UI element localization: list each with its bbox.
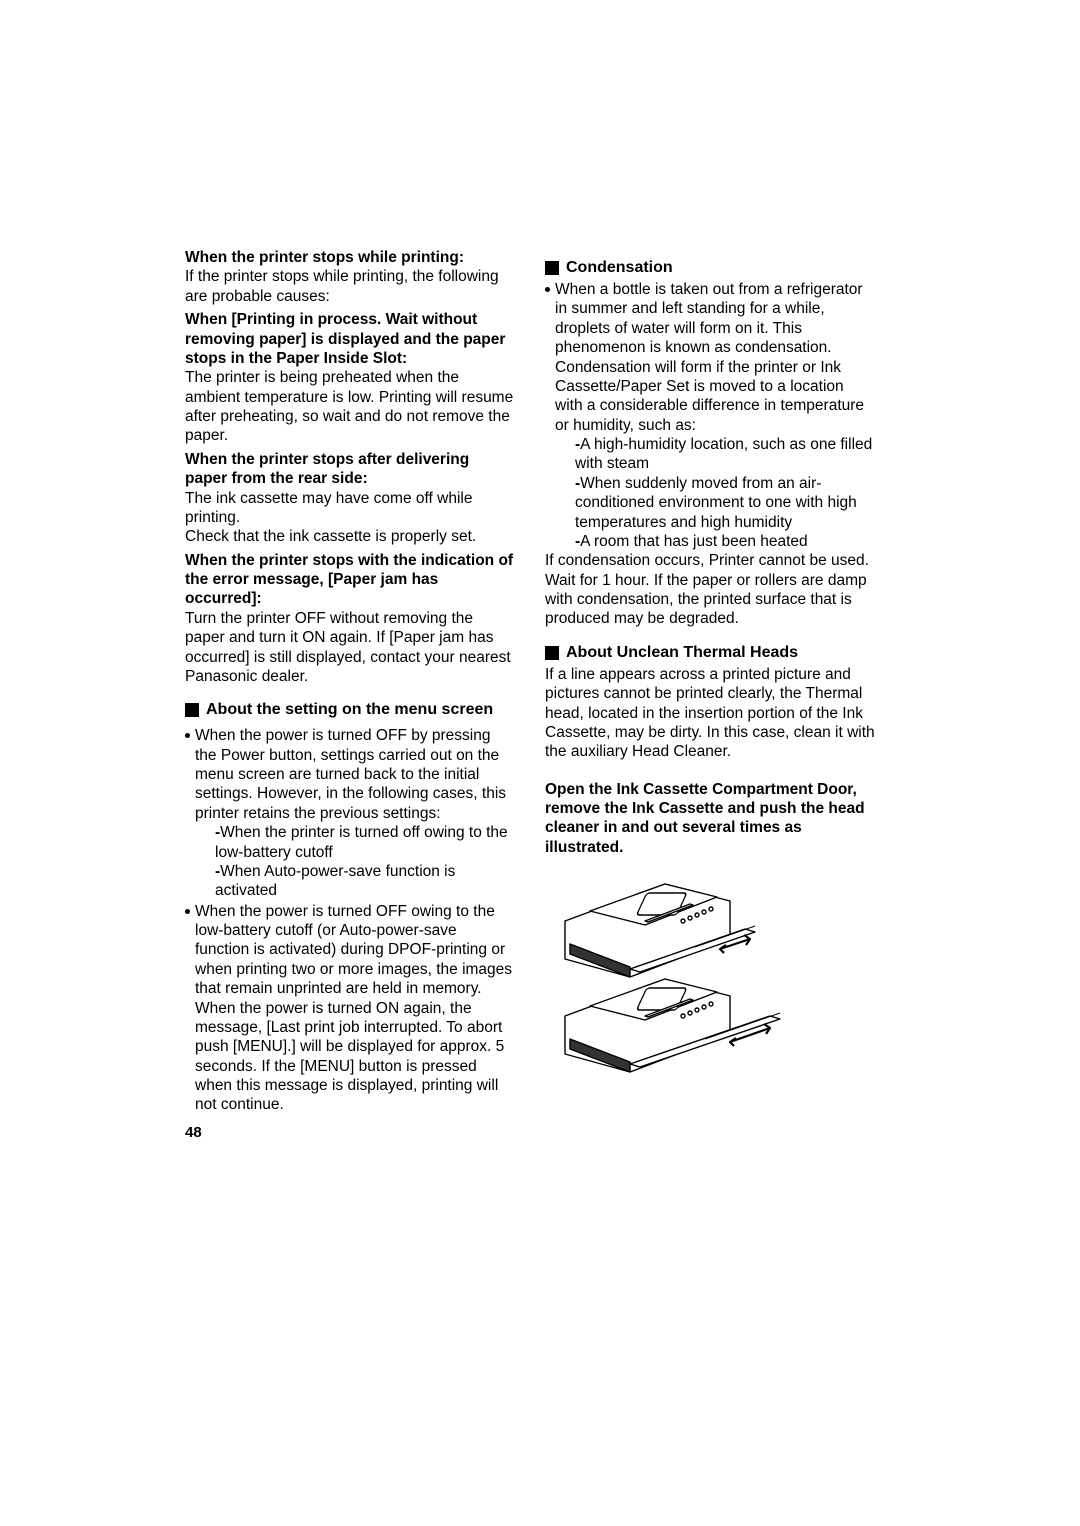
body-text: The ink cassette may have come off while… — [185, 489, 515, 528]
bullet-item: When the power is turned OFF owing to th… — [185, 902, 515, 1115]
bullet-dot-icon — [185, 733, 190, 738]
para-block: When [Printing in process. Wait without … — [185, 310, 515, 446]
section-heading-thermal: About Unclean Thermal Heads — [545, 643, 875, 663]
heading-text: About Unclean Thermal Heads — [566, 643, 798, 663]
body-text: If a line appears across a printed pictu… — [545, 665, 875, 762]
square-bullet-icon — [185, 703, 199, 717]
body-text: Turn the printer OFF without removing th… — [185, 609, 515, 687]
sub-text: When suddenly moved from an air-conditio… — [575, 475, 857, 531]
para-block: When the printer stops with the indicati… — [185, 551, 515, 687]
sub-text: A high-humidity location, such as one fi… — [575, 436, 872, 472]
bullet-text: When the power is turned OFF by pressing… — [195, 726, 515, 823]
subheading: When [Printing in process. Wait without … — [185, 310, 515, 368]
sub-item: -A high-humidity location, such as one f… — [545, 435, 875, 474]
para-block: When the printer stops while printing: I… — [185, 248, 515, 306]
para-block: When the printer stops after delivering … — [185, 450, 515, 547]
right-column: Condensation When a bottle is taken out … — [545, 248, 875, 1115]
body-text: Check that the ink cassette is properly … — [185, 527, 515, 546]
printer-cleaning-illustration — [545, 869, 785, 1074]
heading-text: About the setting on the menu screen — [206, 700, 493, 720]
square-bullet-icon — [545, 261, 559, 275]
section-heading-menu: About the setting on the menu screen — [185, 700, 515, 720]
bullet-text: When a bottle is taken out from a refrig… — [555, 280, 875, 435]
sub-item: -When Auto-power-save function is activa… — [185, 862, 515, 901]
square-bullet-icon — [545, 646, 559, 660]
subheading: When the printer stops after delivering … — [185, 450, 515, 489]
heading-text: Condensation — [566, 258, 673, 278]
bullet-item: When a bottle is taken out from a refrig… — [545, 280, 875, 435]
manual-page: When the printer stops while printing: I… — [185, 248, 875, 1115]
left-column: When the printer stops while printing: I… — [185, 248, 515, 1115]
body-text: If the printer stops while printing, the… — [185, 267, 515, 306]
section-heading-condensation: Condensation — [545, 258, 875, 278]
bullet-dot-icon — [185, 909, 190, 914]
subheading: When the printer stops while printing: — [185, 248, 515, 267]
sub-item: -When suddenly moved from an air-conditi… — [545, 474, 875, 532]
sub-text: When Auto-power-save function is activat… — [215, 863, 455, 899]
sub-item: -When the printer is turned off owing to… — [185, 823, 515, 862]
bullet-item: When the power is turned OFF by pressing… — [185, 726, 515, 823]
sub-text: A room that has just been heated — [580, 533, 808, 550]
body-text: The printer is being preheated when the … — [185, 368, 515, 446]
sub-text: When the printer is turned off owing to … — [215, 824, 508, 860]
bullet-dot-icon — [545, 287, 550, 292]
sub-item: -A room that has just been heated — [545, 532, 875, 551]
page-number: 48 — [185, 1124, 202, 1143]
bullet-text: When the power is turned OFF owing to th… — [195, 902, 515, 1115]
subheading: When the printer stops with the indicati… — [185, 551, 515, 609]
body-text: If condensation occurs, Printer cannot b… — [545, 551, 875, 629]
instruction-text: Open the Ink Cassette Compartment Door, … — [545, 780, 875, 858]
